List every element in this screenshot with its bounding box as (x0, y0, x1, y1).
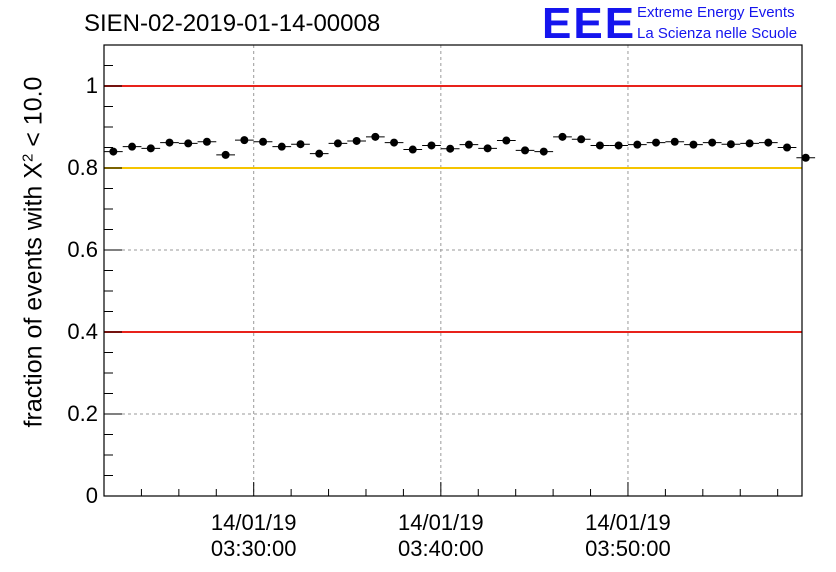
data-point (577, 135, 586, 144)
x-tick-time: 03:50:00 (585, 536, 671, 561)
data-point (315, 149, 324, 158)
data-point (670, 137, 679, 146)
data-point (558, 132, 567, 141)
logo-line-2: La Scienza nelle Scuole (637, 25, 798, 42)
x-tick-time: 03:30:00 (210, 536, 297, 561)
data-point (464, 140, 473, 149)
data-point (165, 138, 174, 147)
y-tick-label: 0 (85, 483, 98, 508)
data-point (801, 153, 810, 162)
data-point (633, 140, 642, 149)
data-point (221, 150, 230, 159)
x-tick-date: 14/01/19 (210, 510, 297, 535)
data-point (483, 144, 492, 153)
data-point (689, 140, 698, 149)
data-point (726, 140, 735, 149)
data-point (109, 147, 118, 156)
data-point (128, 142, 137, 151)
logo-line-1: Extreme Energy Events (637, 4, 795, 21)
y-axis-label-sup: 2 (19, 153, 37, 163)
data-point (427, 141, 436, 150)
data-point (764, 138, 773, 147)
data-point (614, 141, 623, 150)
plot-frame (103, 44, 803, 497)
data-point (502, 136, 511, 145)
data-point (202, 137, 211, 146)
data-point (371, 132, 380, 141)
data-point (352, 136, 361, 145)
data-point (539, 147, 548, 156)
x-tick-date: 14/01/19 (398, 510, 484, 535)
data-point (277, 142, 286, 151)
eee-logo: EEE (542, 0, 637, 48)
y-tick-label: 0.4 (67, 319, 98, 344)
y-tick-label: 1 (85, 73, 98, 98)
data-point (146, 144, 155, 153)
data-point (745, 139, 754, 148)
x-tick-label: 14/01/19 03:30:00 (194, 510, 314, 562)
data-point (259, 137, 268, 146)
chart-title: SIEN-02-2019-01-14-00008 (84, 10, 381, 37)
y-tick-label: 0.6 (67, 237, 98, 262)
x-tick-label: 14/01/19 03:50:00 (568, 510, 688, 562)
x-tick-date: 14/01/19 (585, 510, 671, 535)
data-point (446, 144, 455, 153)
data-point (184, 139, 193, 148)
y-tick-label: 0.2 (67, 401, 98, 426)
y-tick-label: 0.8 (67, 155, 98, 180)
data-point (783, 143, 792, 152)
data-point (296, 140, 305, 149)
data-point (708, 138, 717, 147)
data-point (333, 139, 342, 148)
data-point (652, 138, 661, 147)
data-point (390, 138, 399, 147)
data-point (521, 146, 530, 155)
x-tick-label: 14/01/19 03:40:00 (381, 510, 501, 562)
data-point (240, 136, 249, 145)
data-point (595, 141, 604, 150)
data-point (408, 145, 417, 154)
x-tick-time: 03:40:00 (398, 536, 484, 561)
y-axis-label-prefix: fraction of events with X (19, 162, 48, 428)
